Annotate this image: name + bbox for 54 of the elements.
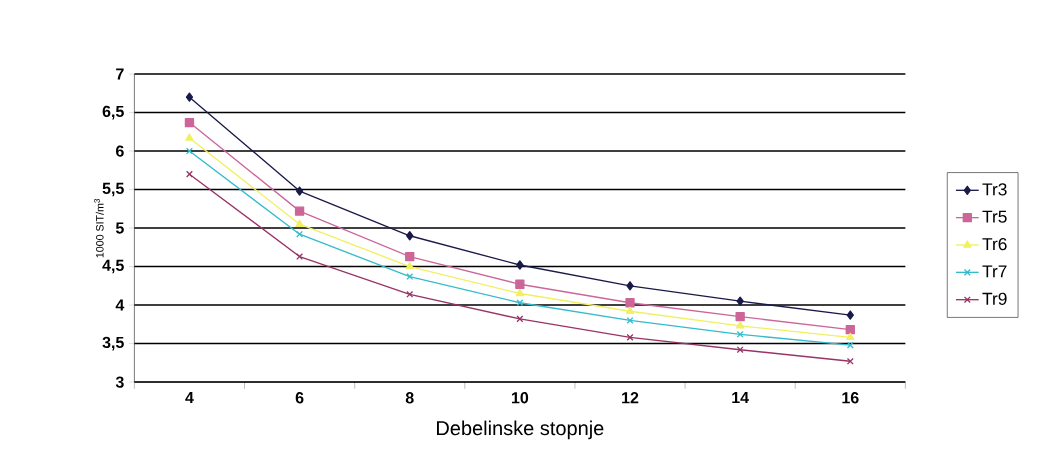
y-tick-label: 4 [115,299,125,311]
point [736,330,744,338]
point [406,273,414,281]
point [625,298,635,308]
point [845,325,855,335]
point [185,92,194,102]
y-tick-label: 6 [116,145,124,157]
legend-label: Tr7 [982,265,1007,278]
point [294,206,305,216]
point [184,117,195,128]
point [736,321,745,329]
point [515,279,525,289]
point [626,281,634,291]
y-tick-label: 6,5 [102,105,124,120]
x-tick-label: 6 [295,392,304,404]
x-tick-label: 16 [842,392,859,404]
point [185,133,194,141]
point [296,230,304,238]
point [736,346,744,354]
legend-label: Tr5 [982,210,1007,223]
point [185,170,193,178]
point [626,333,634,341]
x-tick-label: 8 [405,392,414,404]
point [515,288,525,297]
point [405,261,414,270]
y-tick-label: 3 [115,376,124,388]
x-tick-label: 4 [185,392,194,404]
point [406,231,414,241]
point [735,311,745,322]
point [626,316,634,324]
point [516,260,524,270]
x-tick-label: 10 [511,392,529,404]
point [846,332,855,341]
point [185,147,193,155]
point [846,341,854,349]
x-axis-title: Debelinske stopnje [437,420,604,440]
legend-label: Tr9 [982,292,1007,305]
y-tick-label: 5 [115,222,124,234]
point [846,310,854,320]
legend-label: Tr3 [982,183,1007,196]
point [736,296,744,306]
y-tick-label: 7 [116,68,124,80]
point [625,306,635,314]
x-tick-label: 12 [622,392,639,404]
legend-label: Tr6 [982,237,1007,251]
y-tick-label: 5,5 [102,182,124,197]
point [295,186,304,196]
y-axis-title: 1000 SIT/m$^{3}$ [94,198,104,258]
point [516,299,524,307]
y-tick-label: 3,5 [102,336,124,351]
y-tick-label: 4,5 [102,259,124,274]
x-tick-label: 14 [732,392,749,404]
point [405,251,415,262]
point [295,219,304,227]
